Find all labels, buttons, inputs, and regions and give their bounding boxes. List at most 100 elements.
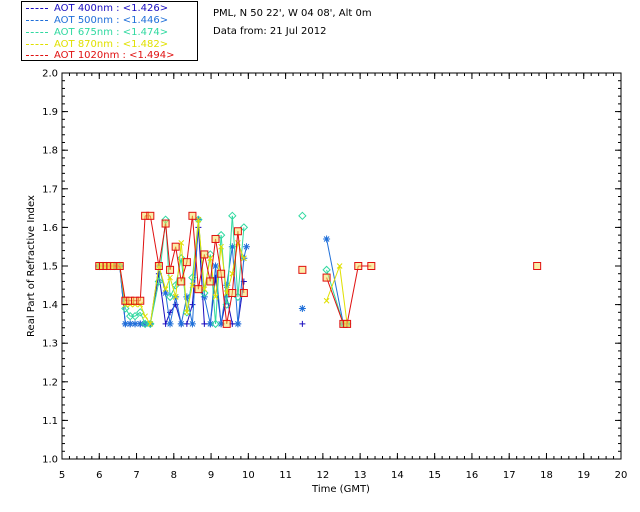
- series-segment: [158, 273, 167, 324]
- data-point: [154, 262, 163, 270]
- series-segment: [165, 292, 171, 324]
- data-point: [188, 211, 197, 220]
- legend-swatch: [26, 54, 48, 56]
- data-point: [136, 320, 144, 328]
- x-tick-label: 14: [391, 470, 404, 481]
- data-point: [166, 320, 174, 328]
- series-segment: [231, 231, 239, 294]
- data-point: [146, 211, 155, 220]
- series-segment: [339, 265, 348, 324]
- data-point: [239, 223, 249, 232]
- y-tick-label: 1.6: [42, 223, 58, 234]
- x-tick-label: 16: [466, 470, 479, 481]
- data-point: [323, 235, 331, 243]
- data-point: [172, 294, 179, 300]
- data-point: [126, 320, 134, 328]
- series-segment: [203, 258, 211, 290]
- series-segment: [149, 215, 160, 267]
- y-tick-label: 1.1: [42, 416, 58, 427]
- data-point: [323, 297, 330, 304]
- data-point: [161, 219, 170, 228]
- legend-label: AOT 500nm : <1.446>: [54, 15, 169, 26]
- data-point: [206, 320, 214, 328]
- data-point: [201, 286, 208, 293]
- data-point: [206, 277, 215, 286]
- data-point: [195, 216, 202, 223]
- series-segment: [139, 215, 146, 301]
- series-4: [95, 211, 542, 328]
- data-point: [228, 243, 236, 251]
- data-point: [322, 273, 331, 282]
- series-segment: [326, 277, 344, 325]
- legend-label: AOT 400nm : <1.426>: [54, 3, 169, 14]
- series-segment: [226, 292, 233, 324]
- data-point: [298, 265, 307, 274]
- series-segment: [149, 265, 160, 324]
- data-point: [183, 309, 190, 316]
- series-segment: [326, 265, 341, 301]
- data-point: [533, 262, 542, 270]
- x-tick-label: 13: [354, 470, 367, 481]
- series-segment: [191, 219, 199, 324]
- x-tick-label: 9: [208, 470, 214, 481]
- data-point: [367, 262, 376, 270]
- data-point: [200, 250, 209, 259]
- data-point: [207, 255, 214, 262]
- data-point: [177, 320, 185, 328]
- data-point: [189, 282, 196, 289]
- series-segment: [175, 242, 182, 297]
- y-tick-label: 1.0: [42, 455, 58, 466]
- legend-swatch: [26, 19, 48, 21]
- data-point: [162, 289, 170, 297]
- series-segment: [346, 265, 359, 324]
- data-point: [233, 227, 242, 236]
- x-tick-label: 12: [316, 470, 329, 481]
- data-point: [121, 320, 129, 328]
- series-segment: [169, 296, 177, 325]
- data-point: [222, 319, 231, 328]
- data-point: [167, 274, 173, 281]
- series-segment: [203, 296, 211, 325]
- series-segment: [186, 296, 193, 325]
- data-point: [147, 321, 154, 327]
- data-point: [182, 258, 191, 267]
- series-segment: [215, 265, 222, 324]
- data-point: [146, 319, 155, 329]
- series-segment: [134, 311, 141, 317]
- x-tick-label: 5: [59, 470, 65, 481]
- legend-entry-1020nm: AOT 1020nm : <1.494>: [26, 50, 174, 62]
- x-tick-label: 18: [540, 470, 553, 481]
- y-axis-label: Real Part of Refractive Index: [26, 195, 37, 337]
- legend-label: AOT 870nm : <1.482>: [54, 39, 169, 50]
- legend-entry-500nm: AOT 500nm : <1.446>: [26, 15, 168, 27]
- axis-ticks: 5 6 7 8 9 10 11 12 13 14 15 16 17 18 19 20 1.0 1.1 1.2 1.3 1…: [42, 69, 627, 482]
- series-segment: [215, 238, 222, 274]
- data-point: [239, 289, 248, 298]
- x-tick-label: 15: [428, 470, 441, 481]
- series-segment: [197, 227, 205, 324]
- data-point: [201, 320, 208, 327]
- data-point: [223, 281, 231, 289]
- x-tick-label: 11: [279, 470, 292, 481]
- data-point: [322, 265, 331, 275]
- x-tick-label: 10: [242, 470, 255, 481]
- legend-entry-675nm: AOT 675nm : <1.474>: [26, 27, 168, 39]
- data-point: [228, 211, 237, 221]
- series-segment: [215, 235, 222, 324]
- data-point: [212, 262, 220, 270]
- series-segment: [139, 304, 146, 317]
- series-segment: [203, 254, 211, 282]
- data-point: [194, 285, 203, 294]
- data-point: [242, 243, 250, 251]
- series-segment: [158, 223, 167, 267]
- y-tick-label: 1.8: [42, 146, 58, 157]
- data-point: [182, 308, 192, 317]
- series-segment: [191, 215, 199, 290]
- legend-entry-400nm: AOT 400nm : <1.426>: [26, 3, 168, 15]
- y-tick-label: 1.2: [42, 377, 58, 388]
- data-point: [165, 292, 175, 302]
- legend-entry-870nm: AOT 870nm : <1.482>: [26, 39, 168, 51]
- series-segment: [175, 246, 182, 282]
- x-tick-label: 6: [96, 470, 102, 481]
